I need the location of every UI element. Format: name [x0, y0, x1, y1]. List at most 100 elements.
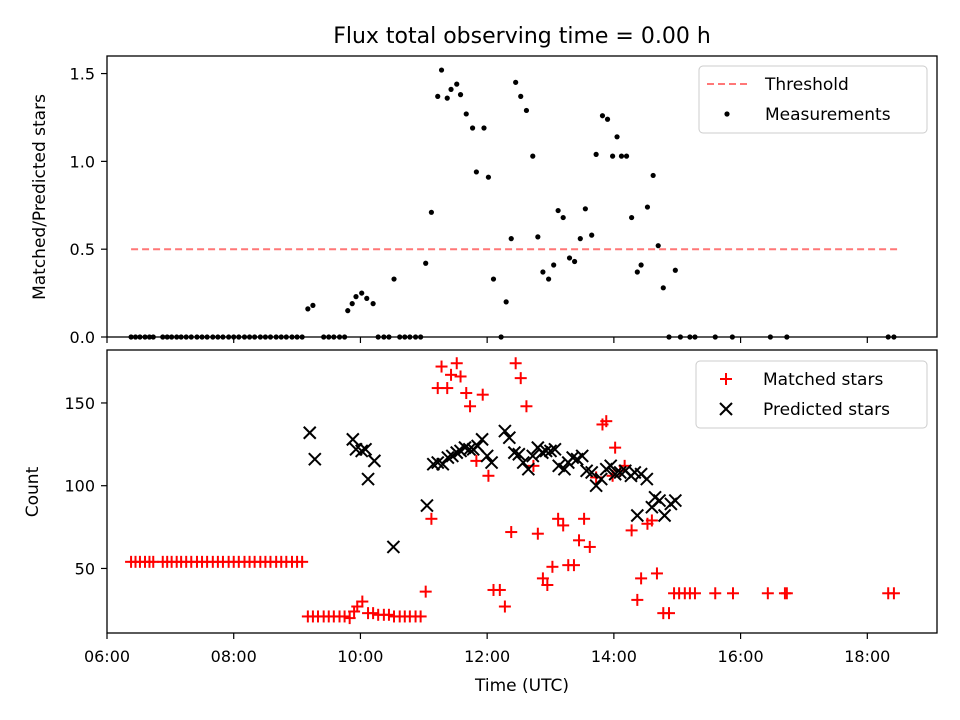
predicted-star-marker [462, 442, 477, 457]
measurement-point [423, 260, 429, 266]
count-x-tick-label: 16:00 [718, 647, 764, 666]
measurement-point [623, 153, 630, 159]
measurement-point [359, 290, 365, 296]
count-y-tick-label: 150 [64, 394, 95, 413]
measurement-point [644, 204, 651, 210]
matched-star-marker [454, 370, 467, 383]
matched-star-marker [527, 459, 540, 472]
matched-star-marker [887, 587, 900, 600]
measurement-point [610, 153, 616, 159]
measurement-point [540, 269, 546, 275]
ratio-panel-frame [106, 55, 938, 338]
predicted-star-marker [584, 465, 599, 480]
predicted-star-marker [308, 452, 322, 466]
matched-star-marker [531, 527, 544, 540]
matched-star-marker [382, 608, 395, 621]
measurement-point [655, 243, 661, 249]
measurement-point [457, 92, 464, 98]
figure-title: Flux total observing time = 0.00 h [333, 24, 711, 49]
ratio-panel-axes: 0.0 0.5 1.0 1.5 [70, 65, 868, 347]
predicted-stars-legend-label: Predicted stars [763, 400, 890, 420]
matched-star-marker [419, 585, 432, 598]
measurement-point [551, 262, 557, 268]
count-legend: Matched stars Predicted stars [695, 360, 928, 429]
ratio-y-tick-label: 0.0 [70, 328, 95, 347]
count-x-tick-label: 10:00 [337, 647, 383, 666]
predicted-star-marker [303, 426, 317, 440]
matched-star-marker [583, 540, 596, 553]
matched-star-marker [338, 610, 351, 623]
measurement-point [618, 153, 625, 159]
matched-star-marker [470, 454, 483, 467]
count-x-tick-label: 14:00 [591, 647, 637, 666]
matched-star-marker [425, 512, 438, 525]
predicted-star-marker [450, 445, 464, 460]
predicted-star-marker [475, 432, 489, 447]
matched-star-marker [645, 514, 658, 527]
measurement-point [454, 81, 460, 87]
measurement-point [523, 107, 530, 114]
measurement-point [435, 93, 441, 99]
predicted-star-marker [543, 444, 558, 458]
matched-star-marker [520, 400, 533, 413]
predicted-star-marker [657, 508, 672, 523]
matched-star-marker [445, 368, 458, 381]
predicted-star-marker [346, 432, 360, 447]
matched-star-marker [493, 583, 506, 596]
measurement-point [353, 294, 359, 300]
matched-star-marker [464, 400, 477, 413]
predicted-star-marker [502, 431, 517, 445]
predicted-star-marker [498, 424, 512, 438]
matched-star-marker [709, 587, 722, 600]
ratio-legend: Threshold Measurements [698, 65, 928, 134]
count-y-tick-label: 50 [75, 559, 95, 578]
count-y-axis-label: Count [23, 466, 43, 517]
count-panel: 50 100 150 06:00 08:00 10:00 12:00 14:00 16:00 18… [23, 349, 938, 696]
predicted-star-marker [512, 447, 526, 461]
predicted-star-marker [603, 459, 618, 473]
matched-star-marker [780, 587, 793, 600]
predicted-star-marker [516, 455, 530, 470]
matched-star-marker [635, 572, 648, 585]
measurement-point [513, 79, 519, 85]
measurement-point [582, 206, 588, 212]
measurement-point [349, 301, 355, 307]
measurement-point [604, 116, 611, 122]
predicted-star-marker [630, 508, 645, 523]
predicted-star-marker [484, 455, 499, 470]
matched-star-marker [567, 559, 580, 572]
measurement-point [485, 174, 492, 180]
matched-star-marker [573, 534, 586, 547]
matched-star-marker [536, 572, 549, 585]
ratio-y-tick-label: 0.5 [70, 240, 95, 259]
ratio-y-tick-label: 1.5 [70, 65, 95, 84]
measurement-point [555, 207, 561, 214]
matched-stars-legend-marker [720, 373, 732, 385]
measurement-point [660, 285, 666, 291]
predicted-star-marker [589, 479, 603, 493]
matched-star-marker [482, 469, 495, 482]
predicted-star-marker [557, 462, 572, 476]
matched-star-marker [367, 607, 380, 620]
matched-star-marker [552, 512, 565, 525]
measurement-point [634, 269, 640, 275]
measurement-point [560, 214, 566, 221]
matched-star-marker [441, 382, 454, 395]
matched-star-marker [509, 357, 522, 370]
measurement-point [593, 151, 599, 157]
measurement-point [305, 306, 311, 312]
matched-star-marker [578, 512, 591, 525]
predicted-star-marker [426, 457, 441, 471]
predicted-star-marker [441, 450, 455, 465]
predicted-star-marker [652, 493, 667, 508]
matched-star-marker [541, 579, 554, 592]
matched-stars-legend-label: Matched stars [763, 370, 883, 390]
matched-star-marker [662, 607, 675, 620]
matched-star-marker [631, 593, 644, 606]
matched-star-marker [356, 595, 369, 608]
matched-star-marker [688, 587, 701, 600]
measurement-point [672, 267, 678, 273]
measurement-point [364, 295, 370, 301]
count-x-tick-label: 12:00 [464, 647, 510, 666]
